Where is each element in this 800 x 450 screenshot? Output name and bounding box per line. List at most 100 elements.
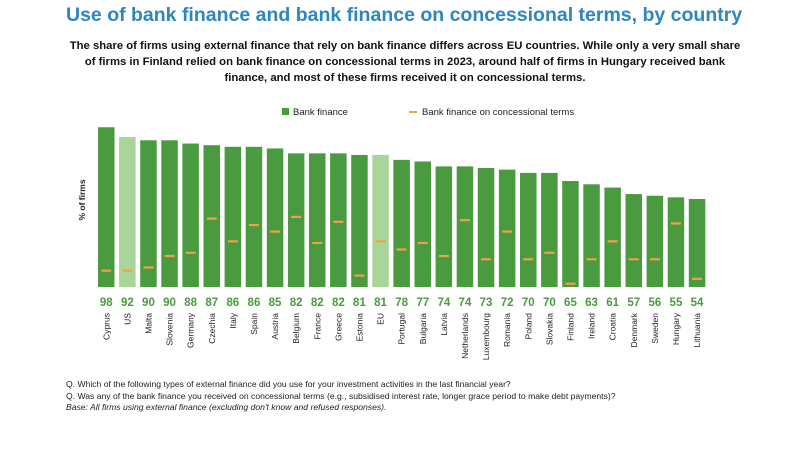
- category-label-netherlands: Netherlands: [460, 313, 470, 359]
- category-label-belgium: Belgium: [291, 313, 301, 344]
- bar-cyprus: [98, 127, 115, 287]
- category-label-austria: Austria: [270, 313, 280, 340]
- note-question-2: Q. Was any of the bank finance you recei…: [66, 390, 616, 401]
- category-label-latvia: Latvia: [439, 313, 449, 336]
- bar-sweden: [646, 195, 664, 287]
- category-label-germany: Germany: [186, 312, 196, 348]
- legend-label-concessional: Bank finance on concessional terms: [422, 107, 574, 118]
- category-label-slovenia: Slovenia: [165, 313, 175, 346]
- bar-croatia: [604, 187, 621, 287]
- category-labels-group: Cyprus US Malta Slovenia Germany Czechia Italy…: [101, 312, 702, 360]
- value-label-poland: 70: [522, 297, 535, 309]
- bar-slovakia: [541, 172, 558, 287]
- category-label-czechia: Czechia: [207, 313, 217, 344]
- category-label-poland: Poland: [523, 313, 533, 340]
- value-label-slovenia: 90: [163, 297, 176, 309]
- bar-italy: [224, 146, 242, 287]
- category-label-hungary: Hungary: [671, 312, 681, 345]
- category-label-ireland: Ireland: [587, 313, 597, 339]
- category-label-lithuania: Lithuania: [692, 313, 702, 348]
- bar-bulgaria: [414, 161, 431, 287]
- value-label-malta: 90: [142, 297, 155, 309]
- category-label-croatia: Croatia: [608, 313, 618, 341]
- bar-romania: [498, 169, 516, 287]
- bar-belgium: [287, 153, 305, 287]
- bars-group: [98, 127, 706, 287]
- bar-luxembourg: [477, 168, 495, 287]
- value-label-portugal: 78: [395, 297, 408, 309]
- value-labels-group: 98 92 90 90 88 87 86 86 85 82 82 82 81 81 78 77 74 74 73 72…: [100, 297, 704, 309]
- y-axis-label: % of firms: [77, 179, 87, 220]
- chart-legend: Bank finance Bank finance on concessional…: [282, 107, 574, 118]
- value-label-romania: 72: [501, 297, 514, 309]
- value-label-spain: 86: [248, 297, 261, 309]
- value-label-latvia: 74: [437, 297, 450, 309]
- value-label-denmark: 57: [627, 297, 640, 309]
- value-label-lithuania: 54: [691, 297, 704, 309]
- value-label-greece: 82: [332, 297, 345, 309]
- bar-denmark: [625, 194, 642, 287]
- category-label-italy: Italy: [228, 312, 238, 328]
- category-label-malta: Malta: [143, 313, 153, 334]
- chart-subtitle: The share of firms using external financ…: [69, 40, 741, 84]
- category-label-finland: Finland: [565, 313, 575, 341]
- value-label-germany: 88: [184, 297, 197, 309]
- category-label-cyprus: Cyprus: [101, 313, 111, 340]
- bar-greece: [330, 153, 347, 287]
- value-label-luxembourg: 73: [480, 297, 493, 309]
- category-label-eu: EU: [376, 313, 386, 325]
- category-label-sweden: Sweden: [650, 313, 660, 344]
- value-label-finland: 65: [564, 297, 577, 309]
- value-label-netherlands: 74: [459, 297, 472, 309]
- value-label-slovakia: 70: [543, 297, 556, 309]
- bar-netherlands: [456, 166, 474, 287]
- category-label-slovakia: Slovakia: [544, 313, 554, 345]
- category-label-france: France: [312, 313, 322, 340]
- bar-poland: [520, 172, 537, 287]
- bar-estonia: [351, 154, 368, 287]
- bar-portugal: [393, 159, 410, 287]
- value-label-czechia: 87: [205, 297, 218, 309]
- legend-swatch-bank-finance: [282, 108, 289, 115]
- value-label-belgium: 82: [290, 297, 303, 309]
- category-label-us: US: [122, 313, 132, 325]
- value-label-us: 92: [121, 297, 134, 309]
- bar-lithuania: [688, 198, 706, 287]
- category-label-bulgaria: Bulgaria: [418, 313, 428, 344]
- bar-finland: [562, 181, 579, 287]
- bar-slovenia: [161, 140, 178, 287]
- y-axis-label-group: % of firms: [77, 179, 87, 220]
- category-label-greece: Greece: [333, 313, 343, 341]
- bar-chart: Bank finance Bank finance on concessional…: [77, 107, 706, 360]
- category-label-spain: Spain: [249, 313, 259, 335]
- value-label-bulgaria: 77: [416, 297, 429, 309]
- category-label-estonia: Estonia: [354, 313, 364, 342]
- bar-us: [119, 137, 136, 287]
- value-label-austria: 85: [269, 297, 282, 309]
- bar-france: [309, 153, 326, 287]
- bar-latvia: [435, 166, 453, 287]
- category-label-luxembourg: Luxembourg: [481, 313, 491, 361]
- concessional-markers-group: [101, 215, 703, 285]
- chart-title: Use of bank finance and bank finance on …: [66, 4, 743, 26]
- bar-czechia: [203, 145, 220, 287]
- chart-notes: Q. Which of the following types of exter…: [66, 379, 786, 414]
- value-label-cyprus: 98: [100, 297, 113, 309]
- category-label-portugal: Portugal: [397, 313, 407, 345]
- legend-label-bank-finance: Bank finance: [293, 107, 348, 118]
- note-question-1: Q. Which of the following types of exter…: [66, 379, 511, 389]
- category-label-romania: Romania: [502, 313, 512, 347]
- note-base: Base: All firms using external finance (…: [66, 402, 387, 413]
- bar-eu: [372, 154, 389, 287]
- bar-spain: [245, 146, 263, 287]
- bar-germany: [182, 143, 199, 287]
- value-label-italy: 86: [226, 297, 239, 309]
- value-label-croatia: 61: [606, 297, 619, 309]
- category-label-denmark: Denmark: [629, 312, 639, 347]
- value-label-estonia: 81: [353, 297, 366, 309]
- bar-ireland: [583, 184, 600, 287]
- value-label-sweden: 56: [648, 297, 661, 309]
- bar-malta: [140, 140, 157, 287]
- value-label-eu: 81: [374, 297, 387, 309]
- value-label-ireland: 63: [585, 297, 598, 309]
